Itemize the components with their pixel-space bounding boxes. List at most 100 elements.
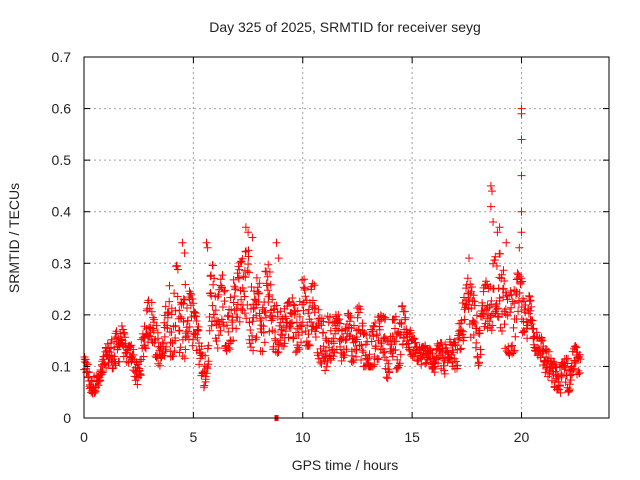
data-point [189,299,198,308]
data-point [569,365,578,374]
data-point [511,332,520,341]
data-point [304,330,313,339]
data-point [464,295,473,304]
data-point [428,349,437,358]
data-point [452,357,461,366]
data-point [303,321,312,330]
data-point [457,344,466,353]
data-point [200,381,209,390]
data-point [528,316,537,325]
data-point [522,317,531,326]
data-point [169,322,178,331]
data-point [329,339,338,348]
data-point [150,315,159,324]
data-point [107,335,116,344]
data-point [440,366,449,375]
data-point [238,284,247,292]
data-point [489,218,498,226]
data-point [316,358,325,367]
data-point [460,293,468,302]
data-point [537,334,546,343]
data-point [570,342,579,351]
data-point [529,324,538,333]
data-point [204,341,213,350]
data-point [397,318,405,327]
data-point [219,318,228,327]
data-point [394,363,403,372]
data-point [171,334,180,342]
data-point [515,243,524,252]
data-point [311,327,320,336]
x-axis-label: GPS time / hours [292,457,399,473]
data-point [260,338,269,347]
data-point [286,319,295,328]
data-point [451,340,460,349]
data-point [496,249,504,258]
data-point [183,332,191,341]
data-point [97,367,106,376]
data-point [246,339,254,348]
data-point [307,285,316,294]
data-point [349,338,358,347]
data-point [173,292,182,301]
data-point [483,301,492,310]
data-point [248,331,256,340]
data-point [554,385,563,394]
data-point [543,346,551,354]
data-point [183,316,192,325]
data-point [470,301,479,310]
data-point [298,318,307,327]
data-point [211,306,220,315]
data-point [83,367,92,376]
data-point [479,283,488,292]
data-point [98,368,107,377]
data-point [281,312,290,321]
data-point [448,359,457,367]
data-point [127,341,136,350]
data-point [276,336,285,345]
data-point [149,313,157,322]
data-point [565,380,574,389]
data-point [224,327,233,336]
data-point [210,274,219,283]
data-point [388,352,397,361]
data-point [512,287,521,296]
data-point [229,336,238,345]
x-tick-label: 15 [404,429,420,445]
data-point [192,317,201,325]
data-point [532,328,541,337]
data-point [314,305,323,314]
data-point [289,333,298,341]
data-point [214,331,223,340]
data-point [103,339,112,348]
data-point [526,296,535,305]
data-point [342,345,351,354]
data-point [319,317,328,326]
data-point [240,309,249,318]
data-point [458,299,467,307]
y-tick-label: 0.3 [52,255,72,271]
data-point [508,341,517,350]
data-point [241,273,250,282]
data-point [352,352,360,361]
data-point [248,233,257,242]
data-point [334,310,343,319]
data-point [496,323,505,332]
data-point [173,261,181,270]
data-point [272,301,281,310]
data-point [465,254,473,263]
data-point [203,364,212,373]
data-point [456,345,465,354]
data-point [167,328,176,337]
data-point [440,356,449,365]
data-point [291,307,300,316]
y-tick-label: 0.7 [52,49,72,65]
data-point [214,290,223,299]
data-point [341,336,350,345]
data-point [133,380,142,389]
data-point [460,333,468,342]
data-point [411,338,420,347]
data-point [234,262,243,271]
data-point [173,265,182,274]
